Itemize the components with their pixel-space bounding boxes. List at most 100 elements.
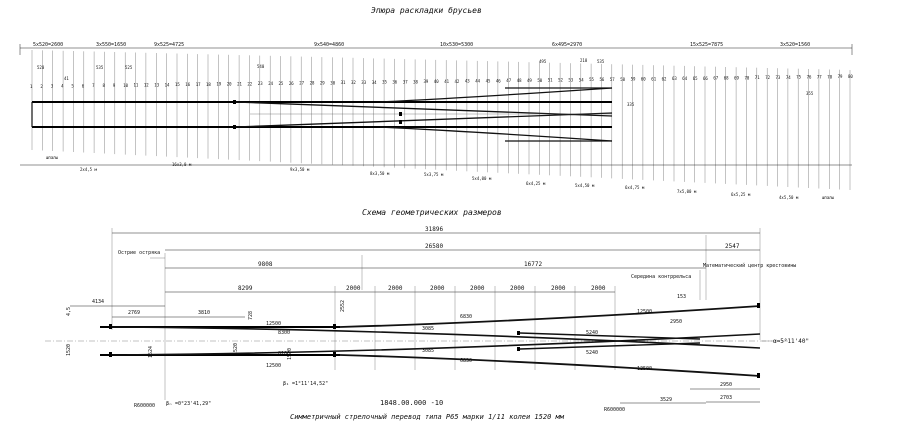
left-dim-3810: 3810 [198,310,210,316]
center-dim-3529: 3529 [660,397,672,403]
sleeper-number: 78 [827,74,832,79]
band-label-1: шпалы [46,155,59,160]
sleeper-number: 9 [113,83,116,88]
small-dim-1520-a: 1520 [66,344,72,356]
dimension-group-labels: 5x520=2600 3x550=1650 9x525=4725 9x540=4… [33,42,810,48]
sleeper-number: 63 [672,76,677,81]
left-dim-8300: 8300 [278,330,290,336]
sleeper-number: 20 [227,82,232,87]
small-dim-1520-c: 1520 [287,348,293,360]
drawing-number: 1848.00.000 -10 [380,399,443,407]
left-dim-2552: 2552 [340,300,346,312]
radius-right: R600000 [604,407,625,413]
sleeper-number: 30 [330,80,335,85]
center-dim-3085-bot: 3085 [422,348,434,354]
band-label-4: 9x3,50 м [290,167,310,172]
sleeper-number: 18 [206,82,211,87]
sleeper-number: 14 [165,82,170,87]
sleeper-number: 16 [185,82,190,87]
bottom-band-labels: шпалы 2x4,5 м 16x3,0 м 9x3,50 м 8x3,50 м… [46,155,835,200]
sleeper-number: 52 [558,78,563,83]
small-dim-4: 525 [125,65,133,70]
pitch-dim-1: 2000 [346,285,361,292]
overall-dim-2547: 2547 [725,243,740,250]
band-label-12: 6x5,25 м [731,192,751,197]
sleeper-number: 38 [413,79,418,84]
callout-crossing-center: Математический центр крестовины [703,263,796,269]
pitch-dim-2: 2000 [388,285,403,292]
sleeper-number: 80 [848,74,853,79]
top-title: Эпюра раскладки брусьев [371,5,482,15]
band-label-11: 7x5,00 м [677,189,697,194]
overall-dim-9808: 9808 [258,261,273,268]
sleeper-number: 29 [320,81,325,86]
sleeper-number: 37 [403,79,408,84]
dim-group-5: 10x530=5300 [440,42,473,48]
sleeper-number: 35 [382,80,387,85]
pitch-dim-4: 2000 [470,285,485,292]
sleeper-number: 55 [589,77,594,82]
sleeper-number: 1 [30,84,33,89]
sleeper-number: 61 [651,76,656,81]
sleeper-number: 17 [196,82,201,87]
center-dim-12500-top: 12500 [637,309,652,315]
small-dim-5: 540 [257,64,265,69]
sleeper-number: 6 [82,83,85,88]
sleeper-number: 66 [703,76,708,81]
dim-group-6: 6x495=2970 [552,42,582,48]
sleeper-layout-diagram: Эпюра раскладки брусьев 5x520=2600 3x550… [19,5,853,200]
pitch-dim-6: 2000 [551,285,566,292]
sleeper-number: 26 [289,81,294,86]
sleeper-number: 27 [299,81,304,86]
band-label-14: шпалы [822,195,835,200]
sleeper-number: 76 [807,75,812,80]
small-dim-9: 335 [627,102,635,107]
left-dim-12500-bot: 12500 [266,363,281,369]
sleeper-number: 71 [755,75,760,80]
left-dim-4134: 4134 [92,299,104,305]
sleeper-number: 23 [258,81,263,86]
sleeper-number: 79 [838,74,843,79]
dim-group-7: 15x525=7875 [690,42,723,48]
sleeper-number: 68 [724,76,729,81]
band-label-10: 6x4,75 м [625,185,645,190]
band-label-13: 4x5,50 м [779,195,799,200]
dim-group-2: 3x550=1650 [96,42,126,48]
sleeper-number: 74 [786,75,791,80]
sleeper-number: 33 [361,80,366,85]
sleeper-number: 50 [537,78,542,83]
sleeper-number: 72 [765,75,770,80]
small-dim-153: 153 [677,294,686,300]
sleeper-number: 42 [455,79,460,84]
sleeper-number: 24 [268,81,273,86]
callout-guard-rail-middle: Середина контррельса [631,274,691,280]
sleeper-number: 43 [465,79,470,84]
sleeper-number: 45 [486,78,491,83]
sleeper-number: 4 [61,84,64,89]
sleeper-number: 77 [817,74,822,79]
sleeper-number: 58 [620,77,625,82]
geometric-dimensions-diagram: Схема геометрических размеров 31896 2658… [45,208,809,421]
pitch-dim-3: 2000 [430,285,445,292]
band-label-8: 6x4,25 м [526,181,546,186]
sleeper-number: 57 [610,77,615,82]
small-dim-1520-b: 1520 [233,343,239,355]
sleeper-number: 64 [682,76,687,81]
sleeper-number: 67 [713,76,718,81]
pitch-dimensions: 2000 2000 2000 2000 2000 2000 2000 [346,285,606,292]
sleeper-number: 7 [92,83,95,88]
small-dim-1: 520 [37,65,45,70]
sleeper-number: 62 [662,76,667,81]
small-dim-7: 218 [580,58,588,63]
sleeper-number: 31 [341,80,346,85]
small-dimension-labels: 520 41 535 525 540 495 218 535 335 355 [37,58,814,107]
overall-dim-16772: 16772 [524,261,542,268]
center-dim-6830-top: 6830 [460,314,472,320]
sleeper-number: 73 [776,75,781,80]
sleeper-number: 48 [517,78,522,83]
left-dim-12500-top: 12500 [266,321,281,327]
dim-group-3: 9x525=4725 [154,42,184,48]
drawing-caption: Симметричный стрелочный перевод типа Р65… [290,413,565,421]
pitch-ticks [111,228,761,400]
